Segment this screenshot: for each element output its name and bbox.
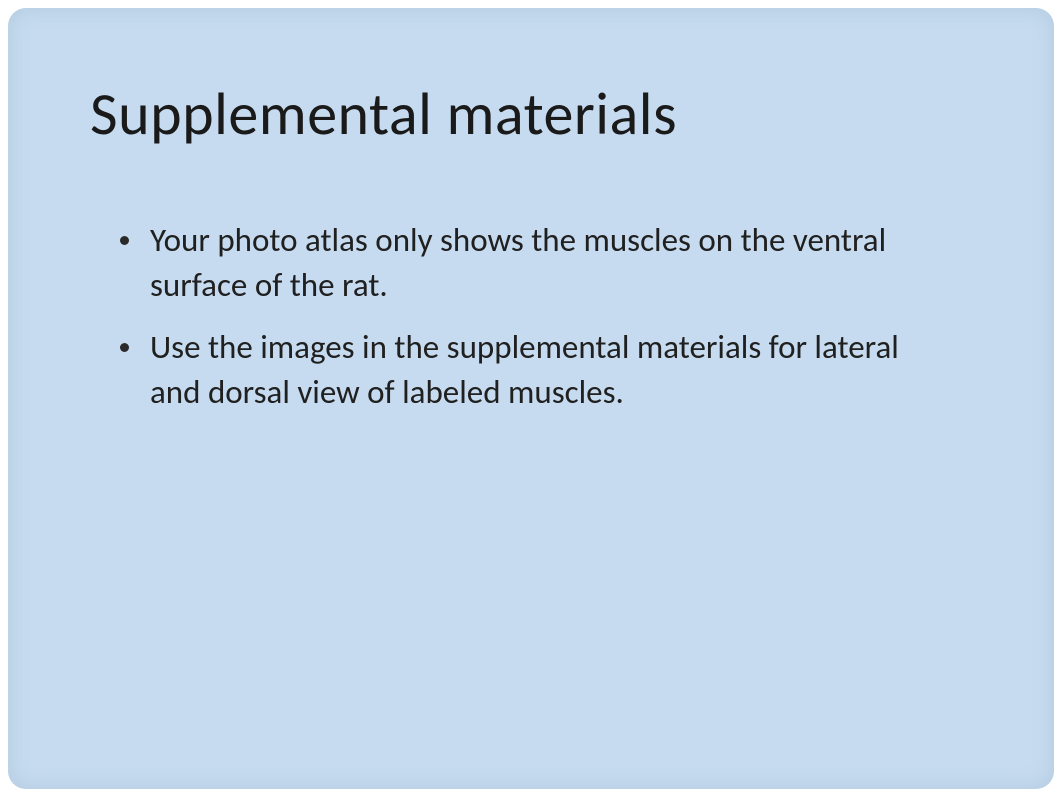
bullet-item: Use the images in the supplemental mater… (118, 325, 938, 414)
bullet-list: Your photo atlas only shows the muscles … (118, 218, 938, 432)
slide-container: Supplemental materials Your photo atlas … (8, 8, 1054, 789)
slide-title: Supplemental materials (90, 78, 677, 151)
bullet-item: Your photo atlas only shows the muscles … (118, 218, 938, 307)
